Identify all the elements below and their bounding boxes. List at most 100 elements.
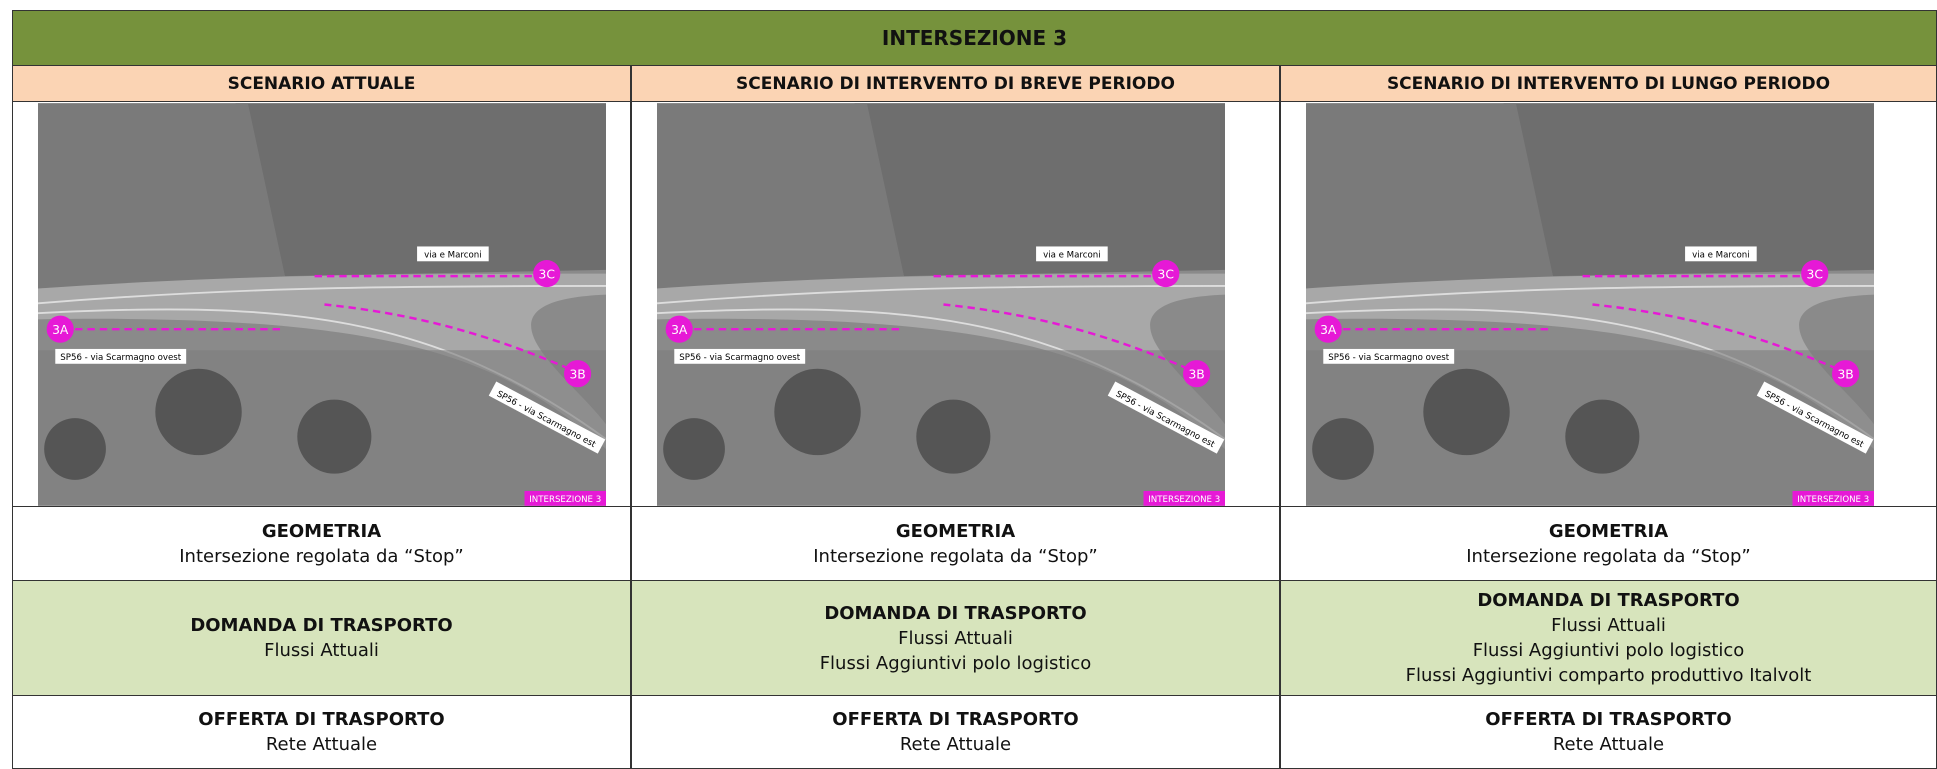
tree (155, 368, 242, 455)
offerta-cell: OFFERTA DI TRASPORTO Rete Attuale (12, 695, 631, 769)
road (657, 273, 1225, 449)
geometria-cell: GEOMETRIA Intersezione regolata da “Stop” (631, 506, 1280, 581)
flow-arrow (943, 302, 1189, 370)
column-header: SCENARIO DI INTERVENTO DI LUNGO PERIODO (1280, 65, 1937, 102)
column-header: SCENARIO ATTUALE (12, 65, 631, 102)
tree (44, 417, 106, 480)
node-label: 3B (1188, 367, 1204, 381)
geometria-cell: GEOMETRIA Intersezione regolata da “Stop” (12, 506, 631, 581)
node-label: 3B (1837, 367, 1853, 381)
section-line: Flussi Attuali (898, 627, 1013, 649)
aerial-map: 3A 3B 3C via e Marconi SP56 - via Scarmagno … (1306, 102, 1874, 506)
road-label: SP56 - via Scarmagno ovest (679, 353, 800, 363)
tree (1312, 417, 1374, 480)
section-title: OFFERTA DI TRASPORTO (198, 709, 445, 730)
node-marker (665, 315, 693, 343)
field (657, 102, 904, 288)
section-title: OFFERTA DI TRASPORTO (832, 709, 1079, 730)
map-tag: INTERSEZIONE 3 (529, 495, 601, 505)
section-line: Rete Attuale (265, 734, 378, 755)
road-label: SP56 - via Scarmagno ovest (60, 353, 181, 363)
flow-arrow (324, 302, 570, 370)
map-tag: INTERSEZIONE 3 (1148, 495, 1220, 505)
node-label: 3A (52, 323, 69, 337)
node-marker (1801, 259, 1829, 287)
node-label: 3C (1807, 267, 1823, 281)
section-line: Intersezione regolata da “Stop” (179, 545, 464, 567)
label-box (417, 245, 489, 261)
road (38, 273, 606, 449)
offerta-cell: OFFERTA DI TRASPORTO Rete Attuale (631, 695, 1280, 769)
tree (663, 417, 725, 480)
tag-box (1792, 490, 1874, 506)
node-label: 3C (539, 267, 555, 281)
field (657, 102, 1225, 276)
section-line: Rete Attuale (1552, 734, 1665, 755)
aerial-map: 3A 3B 3C via e Marconi SP56 - via Scarmagno … (657, 102, 1225, 506)
tree (916, 399, 991, 474)
image-cell: 3A 3B 3C via e Marconi SP56 - via Scarmagno … (12, 101, 631, 507)
section-title: DOMANDA DI TRASPORTO (824, 602, 1087, 624)
road-label: via e Marconi (1692, 250, 1750, 260)
section-title: DOMANDA DI TRASPORTO (190, 615, 453, 636)
road-label: via e Marconi (1043, 250, 1101, 260)
domanda-cell: DOMANDA DI TRASPORTO Flussi Attuali (12, 580, 631, 696)
node-label: 3B (569, 367, 585, 381)
node-marker (1152, 259, 1180, 287)
domanda-cell: DOMANDA DI TRASPORTO Flussi Attuali Flussi… (631, 580, 1280, 696)
node-marker (533, 259, 561, 287)
section-line: Flussi Attuali (264, 640, 379, 661)
field (38, 102, 285, 288)
section-line: Flussi Aggiuntivi comparto produttivo It… (1405, 665, 1812, 686)
section-line: Flussi Aggiuntivi polo logistico (819, 652, 1092, 674)
node-marker (564, 359, 592, 387)
section-title: GEOMETRIA (895, 520, 1016, 542)
section-title: OFFERTA DI TRASPORTO (1485, 709, 1732, 730)
field (1306, 102, 1874, 276)
road (1306, 273, 1874, 449)
label-box (1107, 380, 1225, 454)
node-marker (1183, 359, 1211, 387)
section-title: GEOMETRIA (261, 520, 382, 542)
map-tag: INTERSEZIONE 3 (1797, 495, 1869, 505)
tree (297, 399, 372, 474)
node-marker (46, 315, 74, 343)
label-box (1756, 380, 1874, 454)
column-header: SCENARIO DI INTERVENTO DI BREVE PERIODO (631, 65, 1280, 102)
label-box (1685, 245, 1757, 261)
tree (774, 368, 861, 455)
section-line: Intersezione regolata da “Stop” (813, 545, 1098, 567)
label-box (488, 380, 606, 454)
aerial-map: 3A 3B 3C via e Marconi SP56 - via Scarmagno … (38, 102, 606, 506)
domanda-cell: DOMANDA DI TRASPORTO Flussi Attuali Flussi… (1280, 580, 1937, 696)
label-box (1323, 348, 1455, 364)
tree (1565, 399, 1640, 474)
section-line: Rete Attuale (899, 734, 1012, 755)
image-cell: 3A 3B 3C via e Marconi SP56 - via Scarmagno … (1280, 101, 1937, 507)
tag-box (1143, 490, 1225, 506)
section-line: Flussi Aggiuntivi polo logistico (1472, 640, 1745, 661)
geometria-cell: GEOMETRIA Intersezione regolata da “Stop” (1280, 506, 1937, 581)
section-title: GEOMETRIA (1548, 520, 1669, 542)
label-box (674, 348, 806, 364)
table-title: INTERSEZIONE 3 (12, 10, 1937, 66)
section-title: DOMANDA DI TRASPORTO (1477, 590, 1740, 611)
section-line: Intersezione regolata da “Stop” (1466, 545, 1751, 567)
image-cell: 3A 3B 3C via e Marconi SP56 - via Scarmagno … (631, 101, 1280, 507)
field (38, 102, 606, 276)
node-marker (1832, 359, 1860, 387)
node-label: 3A (1320, 323, 1337, 337)
label-box (55, 348, 187, 364)
flow-arrow (1592, 302, 1838, 370)
label-box (1036, 245, 1108, 261)
node-label: 3C (1158, 267, 1174, 281)
section-line: Flussi Attuali (1551, 615, 1666, 636)
node-marker (1314, 315, 1342, 343)
field (1306, 102, 1553, 288)
node-label: 3A (671, 323, 688, 337)
tree (1423, 368, 1510, 455)
offerta-cell: OFFERTA DI TRASPORTO Rete Attuale (1280, 695, 1937, 769)
road-label: SP56 - via Scarmagno ovest (1328, 353, 1449, 363)
tag-box (524, 490, 606, 506)
